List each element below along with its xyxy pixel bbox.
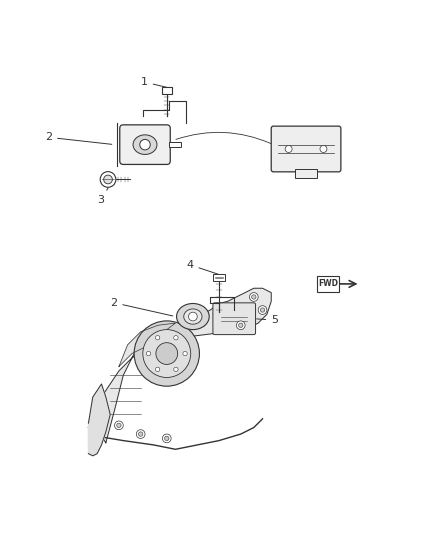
Polygon shape <box>88 384 110 456</box>
Polygon shape <box>119 323 176 367</box>
Ellipse shape <box>184 309 202 324</box>
Circle shape <box>258 305 267 314</box>
Text: 5: 5 <box>257 315 278 325</box>
Circle shape <box>188 312 197 321</box>
Circle shape <box>117 423 121 427</box>
Circle shape <box>146 351 151 356</box>
Polygon shape <box>97 288 271 443</box>
Circle shape <box>136 430 145 439</box>
Text: 3: 3 <box>97 188 108 205</box>
Circle shape <box>155 367 160 372</box>
Circle shape <box>155 336 160 340</box>
Circle shape <box>162 434 171 443</box>
Circle shape <box>237 321 245 329</box>
Circle shape <box>143 329 191 377</box>
Text: 2: 2 <box>45 132 112 144</box>
Bar <box>213 274 225 281</box>
Circle shape <box>134 321 199 386</box>
FancyBboxPatch shape <box>120 125 170 165</box>
Circle shape <box>115 421 123 430</box>
Ellipse shape <box>177 303 209 329</box>
Circle shape <box>156 343 178 365</box>
Circle shape <box>138 432 143 436</box>
Circle shape <box>260 308 265 312</box>
Bar <box>169 142 181 147</box>
FancyBboxPatch shape <box>271 126 341 172</box>
Bar <box>295 169 317 179</box>
Text: 1: 1 <box>141 77 167 87</box>
FancyBboxPatch shape <box>213 303 255 335</box>
Ellipse shape <box>133 135 157 155</box>
Text: FWD: FWD <box>318 279 338 288</box>
Circle shape <box>104 175 113 184</box>
Circle shape <box>320 146 327 152</box>
Text: 4: 4 <box>186 260 220 275</box>
Circle shape <box>285 146 292 152</box>
Circle shape <box>183 351 187 356</box>
Circle shape <box>140 140 150 150</box>
Bar <box>317 276 339 292</box>
Circle shape <box>174 367 178 372</box>
Text: 2: 2 <box>110 297 173 316</box>
Circle shape <box>250 293 258 301</box>
Circle shape <box>174 336 178 340</box>
Circle shape <box>252 295 256 299</box>
Circle shape <box>239 323 243 327</box>
Bar <box>162 87 172 94</box>
Circle shape <box>165 436 169 441</box>
Circle shape <box>100 172 116 187</box>
